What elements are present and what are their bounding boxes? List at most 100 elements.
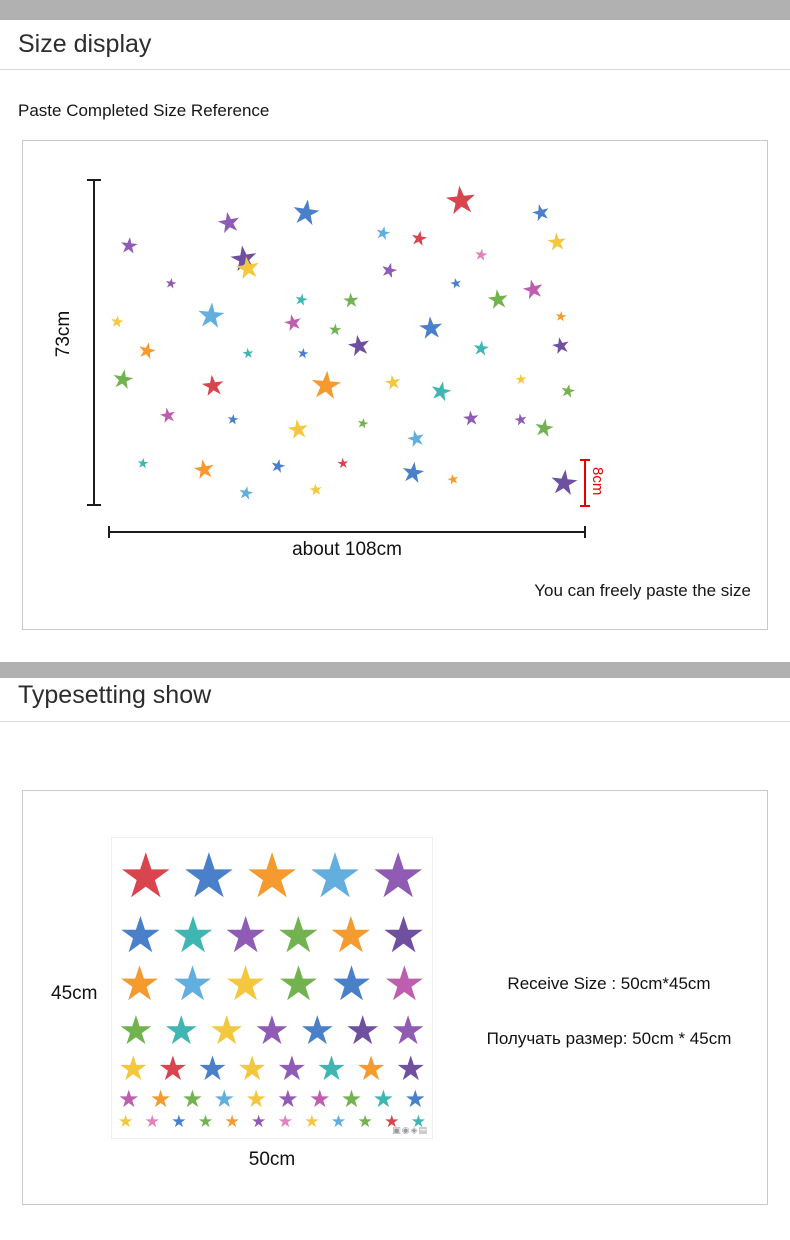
star: ★ xyxy=(118,1050,149,1088)
title-rule xyxy=(0,721,790,722)
star: ★ xyxy=(236,481,256,505)
star: ★ xyxy=(382,370,404,396)
star: ★ xyxy=(149,1085,172,1113)
star: ★ xyxy=(355,1050,387,1088)
star: ★ xyxy=(171,1112,187,1131)
star: ★ xyxy=(244,842,300,911)
star: ★ xyxy=(384,1112,400,1131)
star: ★ xyxy=(251,1112,267,1131)
star: ★ xyxy=(344,1008,381,1053)
star: ★ xyxy=(118,1008,154,1053)
star: ★ xyxy=(460,407,482,431)
star: ★ xyxy=(268,454,288,478)
star: ★ xyxy=(470,337,492,361)
star: ★ xyxy=(198,368,228,403)
star: ★ xyxy=(307,363,345,409)
star: ★ xyxy=(403,424,429,453)
star: ★ xyxy=(546,462,582,504)
sheet-width-label: 50cm xyxy=(248,1149,296,1170)
section-divider-bar xyxy=(0,662,790,678)
star: ★ xyxy=(514,370,528,388)
star: ★ xyxy=(343,328,374,363)
star: ★ xyxy=(223,906,269,963)
star: ★ xyxy=(240,344,256,362)
star: ★ xyxy=(382,958,426,1011)
sheet-star-row: ★ ★ ★ ★ ★ ★ xyxy=(118,961,426,1009)
star: ★ xyxy=(163,1008,200,1053)
star: ★ xyxy=(163,274,179,292)
star: ★ xyxy=(327,321,343,340)
star: ★ xyxy=(518,271,548,307)
star: ★ xyxy=(197,1112,214,1131)
star: ★ xyxy=(484,282,512,316)
star: ★ xyxy=(134,336,160,365)
star: ★ xyxy=(373,221,393,245)
star: ★ xyxy=(416,310,446,347)
star: ★ xyxy=(531,413,557,444)
star: ★ xyxy=(118,842,174,911)
star: ★ xyxy=(545,228,569,257)
star: ★ xyxy=(197,1050,228,1088)
star: ★ xyxy=(355,413,371,433)
star: ★ xyxy=(181,1085,204,1113)
height-dimension-label: 73cm xyxy=(53,310,75,358)
typesetting-panel: 45cm ★ ★ ★ ★ ★ ★ ★ ★ ★ ★ ★ ★ ★ ★ ★ ★ ★ ★ ★ ★ ★ ★ ★ ★ ★ ★ ★ ★ ★ ★ ★ ★ ★ ★ ★… xyxy=(22,790,768,1205)
star: ★ xyxy=(118,1112,134,1131)
star: ★ xyxy=(558,379,578,403)
star: ★ xyxy=(194,295,228,337)
star: ★ xyxy=(381,906,426,963)
width-dimension-label: about 108cm xyxy=(292,539,402,560)
sheet-height-label: 45cm xyxy=(51,983,98,1004)
star: ★ xyxy=(553,307,569,325)
sheet-star-row: ★ ★ ★ ★ ★ xyxy=(118,846,426,908)
star: ★ xyxy=(223,958,267,1011)
star: ★ xyxy=(528,197,554,228)
star: ★ xyxy=(109,362,137,396)
star: ★ xyxy=(316,1050,347,1088)
star: ★ xyxy=(341,289,361,313)
star: ★ xyxy=(307,842,363,911)
star: ★ xyxy=(144,1112,160,1131)
star: ★ xyxy=(445,469,461,489)
star: ★ xyxy=(118,958,162,1011)
star: ★ xyxy=(441,178,481,224)
star: ★ xyxy=(472,245,490,266)
star: ★ xyxy=(225,410,241,428)
star: ★ xyxy=(410,1112,426,1131)
star: ★ xyxy=(304,1112,320,1131)
single-star-dimension-line xyxy=(580,459,590,507)
height-dimension-line xyxy=(87,179,101,506)
star: ★ xyxy=(224,1112,240,1131)
single-star-dimension-label: 8cm xyxy=(589,467,606,496)
star: ★ xyxy=(181,842,237,911)
star: ★ xyxy=(404,1085,426,1113)
sheet-star-rows: ★ ★ ★ ★ ★ ★ ★ ★ ★ ★ ★ ★ ★ ★ ★ ★ ★ ★ ★ ★ ★ ★ ★ ★ ★ ★ ★ ★ ★ ★ ★ ★ ★ ★ ★ ★ ★ ★ ★ ★… xyxy=(112,838,432,1138)
star: ★ xyxy=(275,906,321,963)
star: ★ xyxy=(340,1085,363,1113)
receive-size-text-en: Receive Size : 50cm*45cm xyxy=(507,974,711,993)
star: ★ xyxy=(208,1008,245,1053)
star: ★ xyxy=(232,250,264,287)
star: ★ xyxy=(372,1085,395,1113)
star: ★ xyxy=(288,192,324,234)
star: ★ xyxy=(370,842,426,911)
freely-paste-note: You can freely paste the size xyxy=(534,581,751,600)
star: ★ xyxy=(299,1008,336,1053)
star: ★ xyxy=(245,1085,267,1113)
star: ★ xyxy=(277,1112,293,1131)
star: ★ xyxy=(426,373,456,409)
star: ★ xyxy=(213,1085,235,1113)
title-rule xyxy=(0,69,790,70)
certification-icons: ▣◉◈▤ xyxy=(392,1125,428,1135)
star: ★ xyxy=(170,906,216,963)
star: ★ xyxy=(377,258,401,284)
star: ★ xyxy=(398,455,428,490)
star: ★ xyxy=(213,205,244,240)
star: ★ xyxy=(390,1008,426,1053)
star: ★ xyxy=(277,1085,299,1113)
star: ★ xyxy=(307,481,325,500)
star: ★ xyxy=(276,1050,308,1088)
star: ★ xyxy=(254,1008,290,1053)
star: ★ xyxy=(330,1112,347,1131)
star-scatter-image: ★ ★ ★ ★ ★ ★ ★ ★ ★ ★ ★ ★ ★ ★ ★ ★ ★ ★ ★ ★ ★ ★ ★ ★ ★ ★ ★ ★ ★ ★ ★ ★ ★ ★ ★ ★ ★ ★ ★ ★… xyxy=(86,166,586,516)
